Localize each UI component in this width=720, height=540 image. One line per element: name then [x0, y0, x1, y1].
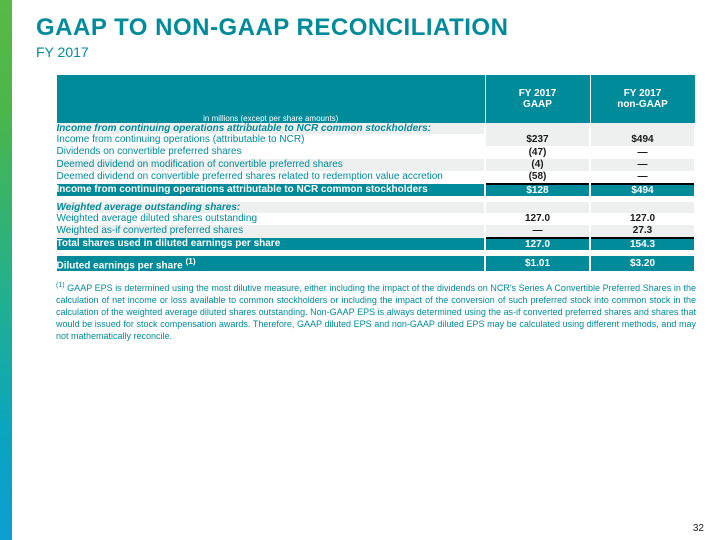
section-label: Weighted average outstanding shares:: [57, 202, 486, 213]
table-row: Income from continuing operations (attri…: [57, 134, 696, 147]
footnote-marker: (1): [56, 282, 65, 289]
row-label: Deemed dividend on convertible preferred…: [57, 171, 486, 184]
page-number: 32: [693, 523, 704, 534]
footnote-text: GAAP EPS is determined using the most di…: [56, 283, 696, 342]
total-row: Income from continuing operations attrib…: [57, 184, 696, 196]
footnote: (1) GAAP EPS is determined using the mos…: [56, 281, 696, 343]
eps-value: $3.20: [590, 256, 695, 271]
value-cell: —: [590, 159, 695, 172]
section-label: Income from continuing operations attrib…: [57, 123, 486, 134]
slide: GAAP TO NON-GAAP RECONCILIATION FY 2017 …: [0, 0, 720, 540]
content-area: GAAP TO NON-GAAP RECONCILIATION FY 2017 …: [12, 0, 720, 540]
page-subtitle: FY 2017: [36, 44, 696, 60]
total-value: 127.0: [485, 238, 590, 250]
eps-row: Diluted earnings per share (1) $1.01 $3.…: [57, 256, 696, 271]
row-label: Deemed dividend on modification of conve…: [57, 159, 486, 172]
reconciliation-table: in millions (except per share amounts) F…: [56, 74, 696, 271]
section-1-header: Income from continuing operations attrib…: [57, 123, 696, 134]
header-note: in millions (except per share amounts): [57, 75, 486, 123]
row-label: Weighted as-if converted preferred share…: [57, 225, 486, 238]
page-title: GAAP TO NON-GAAP RECONCILIATION: [36, 14, 696, 42]
value-cell: (47): [485, 146, 590, 159]
total-label: Total shares used in diluted earnings pe…: [57, 238, 486, 250]
col-header-gaap: FY 2017 GAAP: [485, 75, 590, 123]
table-row: Dividends on convertible preferred share…: [57, 146, 696, 159]
table-row: Weighted average diluted shares outstand…: [57, 213, 696, 226]
value-cell: (4): [485, 159, 590, 172]
value-cell: 127.0: [485, 213, 590, 226]
value-cell: —: [485, 225, 590, 238]
table-row: Weighted as-if converted preferred share…: [57, 225, 696, 238]
accent-stripe: [0, 0, 12, 540]
total-value: 154.3: [590, 238, 695, 250]
value-cell: —: [590, 146, 695, 159]
total-value: $494: [590, 184, 695, 196]
value-cell: (58): [485, 171, 590, 184]
total-row: Total shares used in diluted earnings pe…: [57, 238, 696, 250]
row-label: Income from continuing operations (attri…: [57, 134, 486, 147]
section-2-header: Weighted average outstanding shares:: [57, 202, 696, 213]
value-cell: $237: [485, 134, 590, 147]
col-header-nongaap: FY 2017 non-GAAP: [590, 75, 695, 123]
value-cell: 127.0: [590, 213, 695, 226]
row-label: Dividends on convertible preferred share…: [57, 146, 486, 159]
table-row: Deemed dividend on convertible preferred…: [57, 171, 696, 184]
value-cell: 27.3: [590, 225, 695, 238]
value-cell: $494: [590, 134, 695, 147]
total-label: Income from continuing operations attrib…: [57, 184, 486, 196]
value-cell: —: [590, 171, 695, 184]
total-value: $128: [485, 184, 590, 196]
header-row: in millions (except per share amounts) F…: [57, 75, 696, 123]
eps-value: $1.01: [485, 256, 590, 271]
eps-label: Diluted earnings per share (1): [57, 256, 486, 271]
table-row: Deemed dividend on modification of conve…: [57, 159, 696, 172]
row-label: Weighted average diluted shares outstand…: [57, 213, 486, 226]
